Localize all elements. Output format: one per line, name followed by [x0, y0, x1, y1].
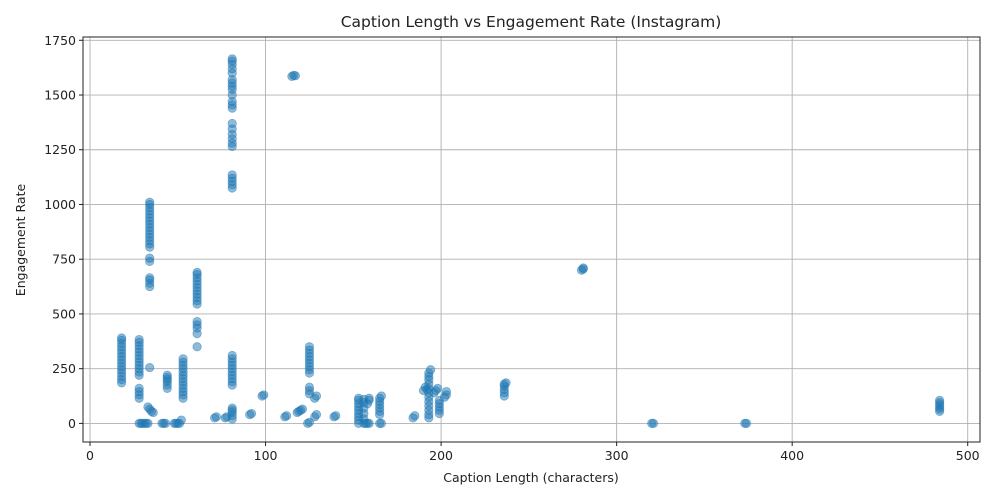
- y-tick-label: 250: [52, 361, 76, 376]
- scatter-point: [304, 417, 315, 427]
- y-tick-label: 1000: [44, 197, 76, 212]
- scatter-point: [162, 370, 172, 380]
- x-tick-label: 400: [780, 448, 804, 463]
- scatter-point: [227, 118, 237, 129]
- x-tick-label: 100: [254, 448, 278, 463]
- scatter-point: [297, 404, 308, 414]
- scatter-point: [227, 170, 237, 180]
- scatter-point: [227, 54, 237, 64]
- x-tick-label: 0: [86, 448, 94, 463]
- scatter-point: [134, 383, 144, 393]
- y-axis-label: Engagement Rate: [13, 184, 28, 297]
- y-tick-label: 1750: [44, 33, 76, 48]
- scatter-point: [192, 267, 202, 277]
- scatter-point: [425, 365, 436, 375]
- scatter-point: [192, 316, 202, 327]
- scatter-point: [227, 403, 237, 413]
- scatter-point: [304, 382, 315, 392]
- scatter-point: [432, 383, 443, 393]
- scatter-point: [178, 354, 188, 364]
- y-tick-label: 500: [52, 306, 76, 321]
- scatter-point: [143, 418, 153, 428]
- scatter-point: [304, 342, 315, 352]
- x-tick-label: 300: [605, 448, 629, 463]
- scatter-point: [648, 418, 659, 428]
- scatter-point: [192, 342, 202, 352]
- scatter-point: [290, 71, 300, 81]
- scatter-point: [376, 391, 387, 401]
- y-axis-ticks: 0 250 500 750 1000 1250 1500 1750: [44, 33, 83, 431]
- scatter-point: [935, 395, 945, 406]
- scatter-point: [578, 263, 588, 273]
- x-tick-label: 200: [429, 448, 453, 463]
- scatter-point: [145, 273, 155, 283]
- scatter-point: [117, 333, 127, 343]
- scatter-point: [331, 411, 341, 421]
- scatter-point: [145, 362, 155, 373]
- x-axis-ticks: 0 100 200 300 400 500: [86, 442, 980, 463]
- scatter-point: [211, 412, 222, 422]
- scatter-point: [259, 390, 269, 400]
- x-tick-label: 500: [956, 448, 980, 463]
- chart-title: Caption Length vs Engagement Rate (Insta…: [341, 13, 722, 31]
- scatter-point: [282, 411, 292, 421]
- y-tick-label: 750: [52, 252, 76, 267]
- scatter-point: [311, 410, 322, 420]
- scatter-point: [176, 415, 186, 425]
- x-axis-label: Caption Length (characters): [443, 470, 618, 485]
- scatter-point: [246, 408, 257, 419]
- scatter-point: [145, 253, 155, 263]
- y-tick-label: 1250: [44, 142, 76, 157]
- scatter-point: [441, 387, 451, 397]
- scatter-point: [376, 418, 387, 428]
- scatter-point: [227, 350, 237, 361]
- plot-area-frame: [82, 36, 981, 443]
- data-points: [117, 54, 945, 428]
- scatter-point: [311, 391, 322, 401]
- y-tick-label: 1500: [44, 88, 76, 103]
- scatter-point: [410, 411, 420, 421]
- y-tick-label: 0: [68, 416, 76, 431]
- scatter-point: [501, 378, 511, 388]
- scatter-point: [741, 418, 752, 428]
- scatter-point: [364, 418, 374, 428]
- scatter-point: [145, 197, 155, 207]
- scatter-point: [364, 393, 374, 403]
- scatter-point: [148, 407, 158, 418]
- scatter-point: [134, 334, 144, 345]
- scatter-point: [160, 418, 171, 428]
